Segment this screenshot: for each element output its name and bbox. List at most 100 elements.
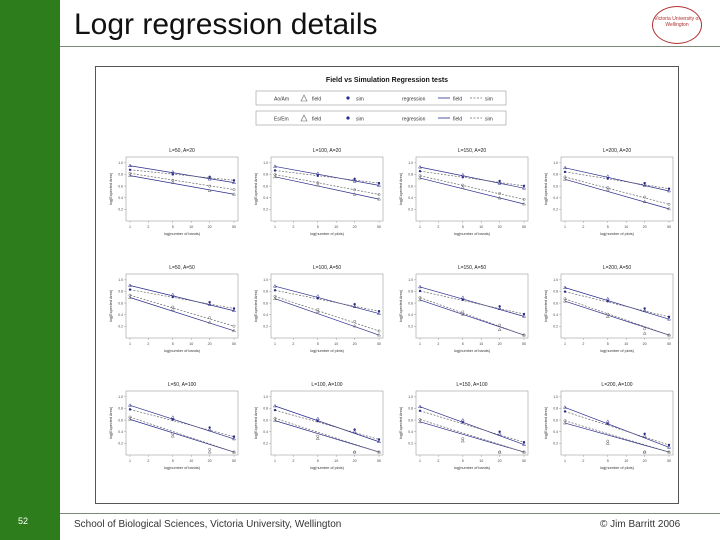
data-point-triangle (170, 170, 175, 174)
regression-line (274, 174, 380, 195)
regression-line (419, 419, 525, 453)
x-axis-label: log(number of plots) (310, 466, 345, 470)
data-point-triangle (605, 174, 610, 178)
data-point-dot (232, 307, 236, 310)
regression-line (129, 416, 235, 453)
x-tick-label: 5 (607, 342, 609, 346)
data-point-dot (353, 303, 356, 306)
regression-line (274, 298, 380, 336)
x-tick-label: 20 (353, 342, 357, 346)
y-tick-label: 0.6 (118, 301, 123, 305)
regression-line (419, 406, 525, 445)
data-point-triangle (642, 434, 647, 438)
data-point-dot (171, 173, 174, 176)
y-tick-label: 0.8 (553, 407, 558, 411)
data-point-triangle (315, 171, 320, 175)
y-tick-label: 0.8 (263, 173, 268, 177)
data-point-triangle (207, 320, 212, 324)
data-point-triangle (497, 181, 502, 185)
footer-institution: School of Biological Sciences, Victoria … (74, 519, 342, 530)
data-point-triangle (315, 182, 320, 187)
data-point-triangle (418, 165, 422, 169)
x-tick-label: 20 (208, 225, 212, 229)
data-point-circle (667, 202, 671, 206)
panel-frame (415, 390, 529, 456)
data-point-circle (353, 319, 357, 323)
y-tick-label: 0.4 (408, 430, 413, 434)
data-point-triangle (207, 177, 212, 181)
panel-title: L=200, A=100 (601, 382, 632, 388)
data-point-triangle (497, 431, 502, 436)
data-point-dot (563, 170, 567, 174)
legend-point-label: field (312, 117, 321, 123)
title-divider (60, 46, 720, 47)
x-tick-label: 20 (498, 225, 502, 229)
data-point-dot (316, 174, 319, 178)
data-point-circle (418, 296, 422, 300)
data-point-triangle (563, 405, 567, 409)
panel-frame (560, 390, 674, 456)
data-point-dot (316, 419, 319, 423)
panel-frame (560, 156, 674, 222)
regression-line (419, 290, 525, 315)
data-point-triangle (522, 201, 526, 206)
y-axis-label: log(Expected Area) (399, 406, 403, 439)
y-tick-label: 0.6 (553, 301, 558, 305)
y-tick-label: 0.2 (553, 325, 558, 329)
regression-line (564, 298, 670, 336)
data-point-dot (208, 300, 211, 304)
data-point-circle (316, 308, 320, 311)
data-point-circle (667, 333, 671, 337)
panel-frame (270, 273, 384, 339)
regression-line (564, 176, 670, 205)
y-tick-label: 0.4 (408, 196, 413, 200)
data-point-triangle (497, 327, 502, 331)
regression-line (564, 411, 670, 446)
data-point-circle (128, 415, 132, 419)
data-point-dot (353, 177, 356, 181)
y-tick-label: 0.2 (263, 208, 268, 212)
data-point-dot (461, 176, 464, 179)
x-tick-label: 2 (582, 459, 584, 463)
page-number: 52 (18, 516, 29, 526)
x-tick-label: 5 (607, 225, 609, 229)
regression-line (274, 409, 380, 440)
data-point-circle (461, 183, 465, 187)
regression-line (129, 172, 235, 190)
regression-line (564, 178, 670, 210)
data-point-dot (418, 409, 422, 412)
university-seal-icon: Victoria University of Wellington (652, 6, 702, 44)
data-point-triangle (460, 438, 465, 443)
y-tick-label: 0.4 (118, 430, 123, 434)
panel-title: L=200, A=20 (603, 148, 632, 154)
regression-line (129, 297, 235, 332)
x-axis-label: log(number of bands) (164, 466, 201, 470)
data-point-circle (563, 419, 567, 423)
x-tick-label: 5 (607, 459, 609, 463)
regression-line (274, 285, 380, 314)
regression-figure: Field vs Simulation Regression tests Ao/A… (95, 66, 679, 504)
x-tick-label: 5 (462, 342, 464, 346)
data-point-triangle (605, 419, 610, 423)
y-tick-label: 1.0 (118, 161, 123, 165)
regression-line (274, 176, 380, 200)
regression-line (129, 404, 235, 440)
regression-line (129, 289, 235, 309)
data-point-triangle (418, 175, 422, 180)
data-point-triangle (352, 323, 357, 328)
y-axis-label: log(Expected Area) (399, 172, 403, 205)
x-tick-label: 10 (479, 225, 483, 229)
regression-line (129, 165, 235, 183)
y-tick-label: 1.0 (118, 395, 123, 399)
y-axis-label: log(Expected Area) (544, 172, 548, 205)
data-point-dot (498, 305, 501, 308)
y-tick-label: 0.2 (408, 325, 413, 329)
x-tick-label: 2 (437, 225, 439, 229)
data-point-dot (643, 307, 646, 310)
data-point-triangle (232, 180, 236, 184)
regression-line (129, 175, 235, 195)
data-point-dot (418, 289, 422, 293)
y-axis-label: log(Expected Area) (254, 172, 258, 205)
data-point-triangle (563, 177, 567, 181)
y-tick-label: 1.0 (553, 161, 558, 165)
